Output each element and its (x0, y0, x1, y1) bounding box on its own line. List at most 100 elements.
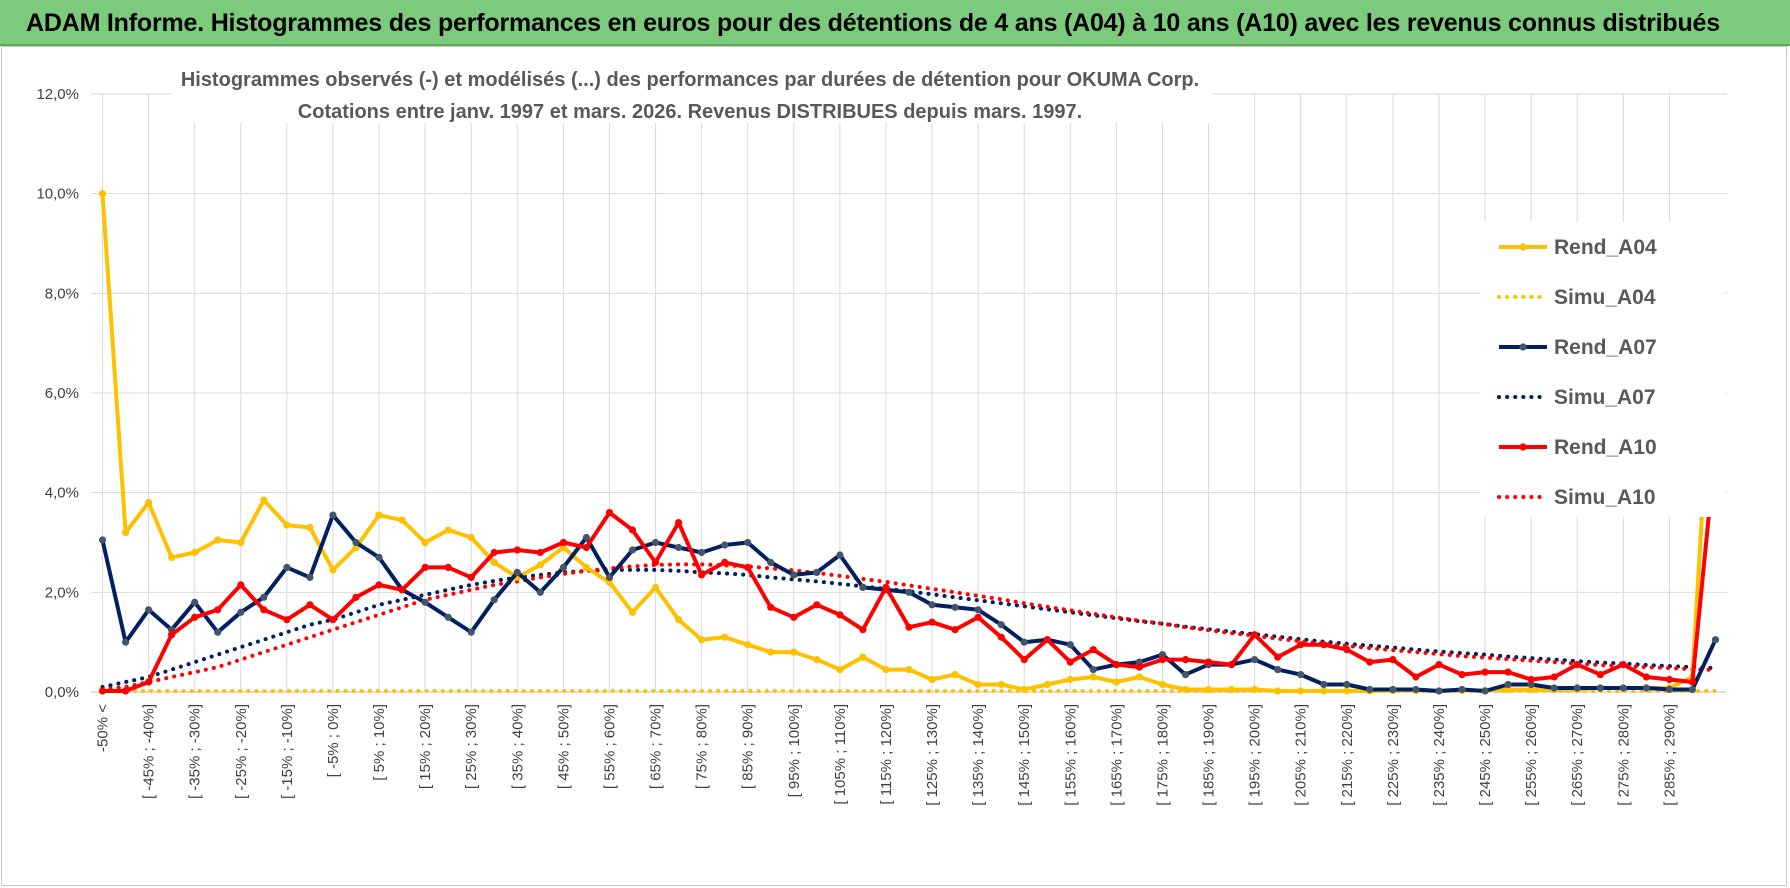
data-point (559, 538, 568, 547)
data-point (421, 563, 429, 572)
data-point (1711, 636, 1720, 644)
data-point (283, 563, 291, 572)
data-point (1481, 687, 1489, 695)
legend-label: Simu_A07 (1554, 386, 1656, 409)
data-point (1504, 668, 1512, 676)
x-tick-label: [ 235% ; 240%] (1431, 704, 1448, 806)
data-point (859, 626, 867, 634)
data-point (536, 588, 544, 596)
legend-marker (1519, 243, 1527, 251)
data-point (1435, 687, 1443, 695)
data-point (1135, 663, 1143, 671)
chart-area: 0,0% 2,0% 4,0% 6,0% 8,0% 10,0% 12,0% -50% < [ -… (1, 46, 1787, 886)
data-point (352, 538, 360, 547)
data-point (1665, 685, 1673, 694)
data-point (859, 583, 867, 592)
data-point (490, 548, 498, 557)
x-tick-label: [ 95% ; 100%] (786, 704, 803, 797)
chart-title-line-1: Histogrammes observés (-) et modélisés (… (181, 69, 1199, 91)
data-point (1481, 668, 1489, 676)
data-point (1112, 678, 1120, 686)
data-point (1573, 684, 1581, 692)
y-tick-label: 8,0% (45, 285, 79, 302)
x-tick-label: [ -5% ; 0%] (325, 704, 342, 777)
data-point (329, 616, 337, 624)
x-tick-label: [ 185% ; 190%] (1201, 704, 1218, 806)
data-point (1412, 685, 1420, 694)
data-point (168, 553, 176, 561)
data-point (1550, 684, 1558, 692)
data-point (444, 563, 452, 572)
data-point (1043, 680, 1051, 689)
data-point (1343, 687, 1351, 695)
x-tick-label: [ 75% ; 80%] (694, 704, 711, 789)
data-point (122, 687, 130, 695)
data-point (721, 633, 729, 641)
data-point (1112, 661, 1120, 669)
data-point (1274, 687, 1282, 695)
x-tick-label: [ 265% ; 270%] (1569, 704, 1586, 806)
data-point (283, 521, 291, 529)
data-point (1204, 658, 1213, 666)
data-point (721, 558, 729, 566)
data-point (628, 526, 637, 534)
data-point (398, 516, 406, 524)
data-point (997, 680, 1005, 689)
data-point (1343, 680, 1351, 689)
x-tick-label: [ 225% ; 230%] (1385, 704, 1402, 806)
data-point (1320, 641, 1328, 649)
data-point (928, 618, 936, 626)
data-point (1412, 673, 1420, 681)
data-point (974, 606, 982, 614)
data-point (329, 566, 337, 574)
legend-marker (1519, 343, 1527, 351)
data-point (1688, 685, 1696, 694)
data-point (145, 499, 153, 507)
data-point (744, 641, 752, 649)
y-axis-ticks: 0,0% 2,0% 4,0% 6,0% 8,0% 10,0% 12,0% (36, 86, 79, 701)
x-tick-label: [ 205% ; 210%] (1293, 704, 1310, 806)
x-tick-label: [ -15% ; -10%] (279, 704, 296, 799)
data-point (1228, 685, 1236, 694)
data-point (1389, 656, 1397, 664)
data-point (1619, 661, 1627, 669)
y-tick-label: 2,0% (45, 584, 79, 601)
banner-title: ADAM Informe. Histogrammes des performan… (26, 9, 1720, 37)
x-tick-label: [ 115% ; 120%] (878, 704, 895, 805)
data-point (375, 553, 383, 561)
data-point (98, 687, 107, 695)
data-point (559, 563, 568, 572)
data-point (122, 528, 130, 537)
data-point (951, 603, 959, 611)
data-point (582, 533, 591, 542)
data-point (283, 616, 291, 624)
data-point (98, 536, 107, 544)
data-point (1642, 684, 1650, 692)
series-rend-a04 (98, 190, 1720, 695)
data-point (1527, 675, 1535, 684)
data-point (490, 558, 498, 566)
legend-label: Simu_A10 (1554, 486, 1656, 509)
data-point (214, 536, 222, 544)
data-point (214, 606, 222, 614)
data-point (905, 666, 913, 674)
data-point (1366, 685, 1374, 694)
legend-label: Simu_A04 (1554, 286, 1656, 309)
data-point (1158, 680, 1167, 689)
legend-label: Rend_A04 (1554, 236, 1657, 259)
data-point (1066, 658, 1074, 666)
data-point (651, 538, 660, 547)
x-tick-label: [ 65% ; 70%] (648, 704, 665, 789)
data-point (1089, 666, 1097, 674)
data-point (306, 601, 314, 609)
data-point (1458, 685, 1466, 694)
chart-title: Histogrammes observés (-) et modélisés (… (172, 59, 1212, 123)
data-point (490, 596, 498, 604)
data-point (306, 573, 314, 582)
data-point (1089, 673, 1097, 681)
data-point (421, 598, 429, 606)
data-point (1274, 653, 1282, 661)
data-point (352, 593, 360, 601)
data-point (836, 551, 844, 559)
data-point (582, 563, 591, 572)
